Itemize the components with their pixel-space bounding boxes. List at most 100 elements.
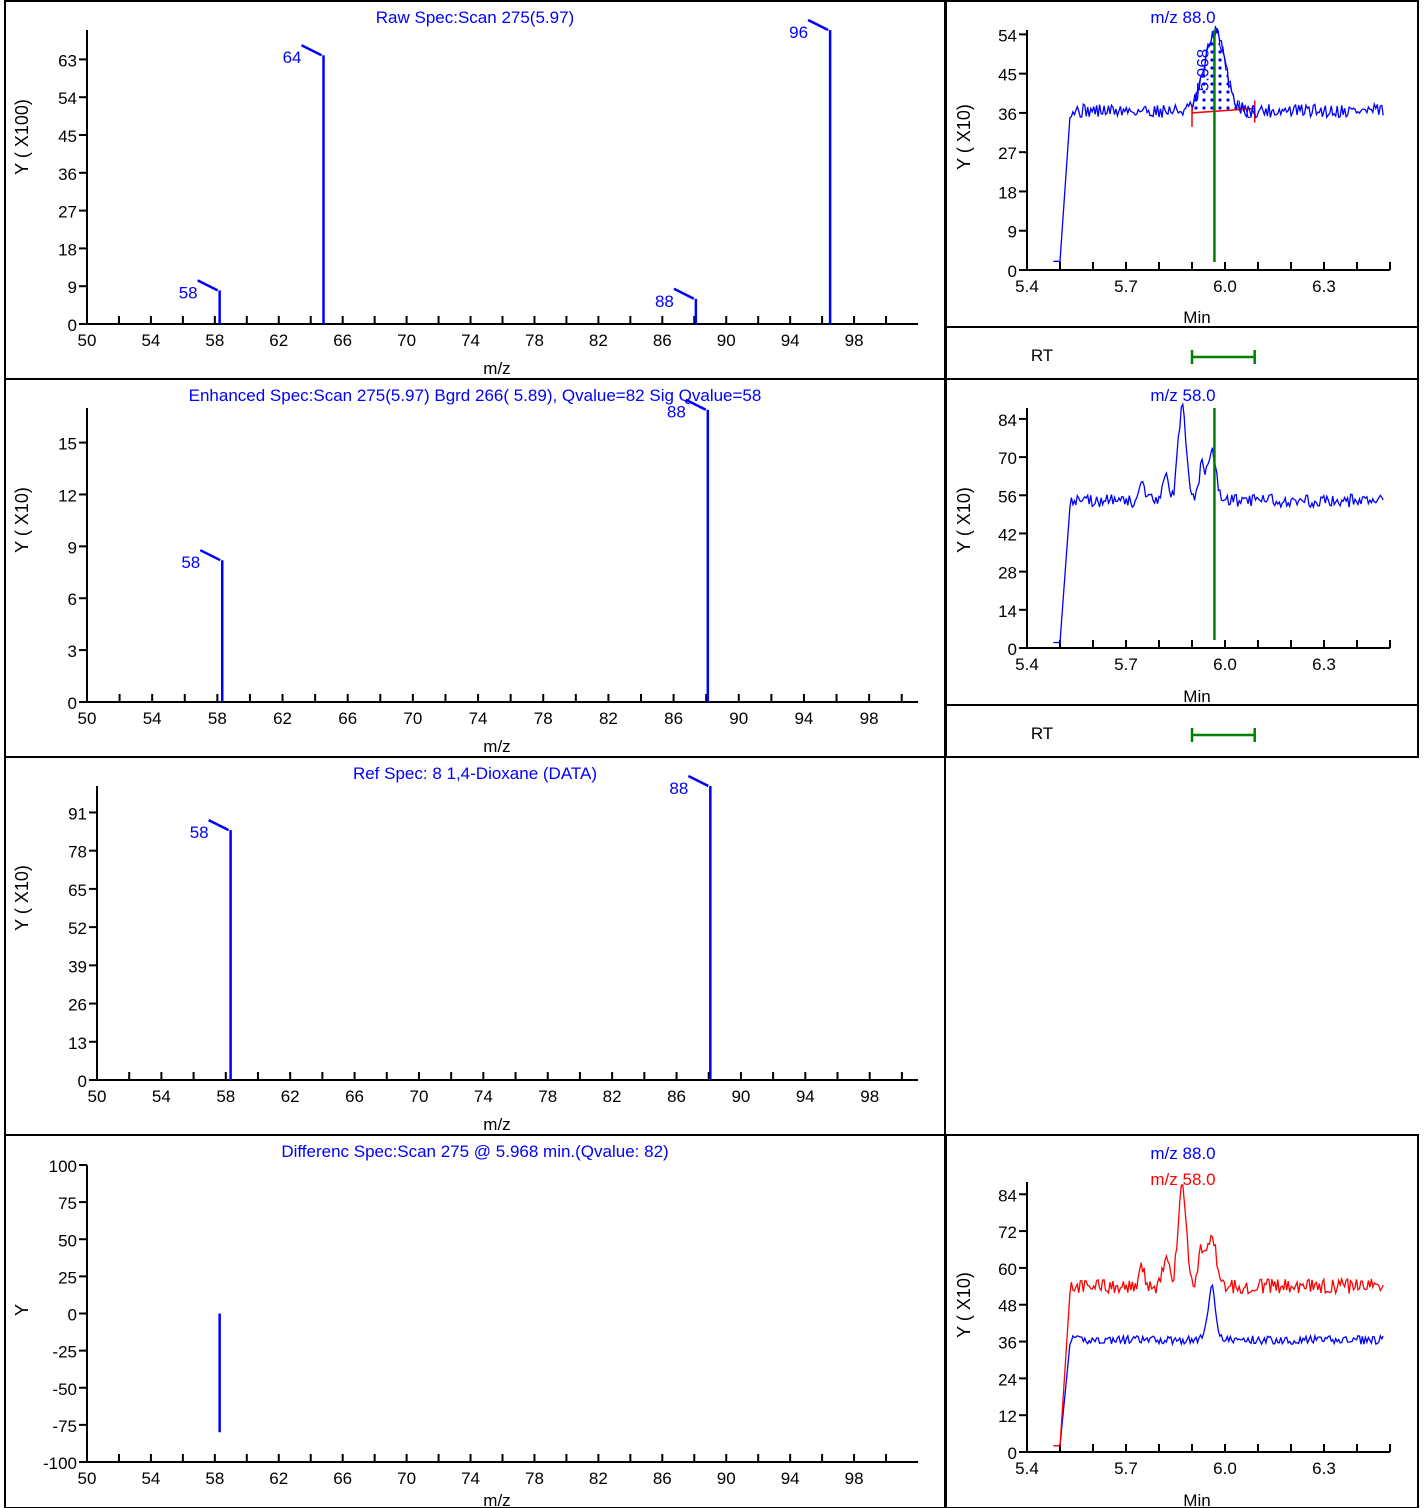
x-tick-label: 58	[205, 331, 224, 350]
rt-window: RT	[1031, 346, 1256, 365]
y-tick-label: 39	[68, 957, 87, 976]
x-tick-label: 90	[717, 1469, 736, 1488]
y-axis-label: Y ( X10)	[12, 865, 32, 931]
x-tick-label: 98	[845, 331, 864, 350]
y-tick-label: 91	[68, 804, 87, 823]
peak-leader	[199, 549, 221, 562]
y-tick-label: 72	[998, 1223, 1017, 1242]
x-tick-label: 90	[729, 709, 748, 728]
x-tick-label: 74	[461, 331, 480, 350]
y-tick-label: 3	[68, 642, 77, 661]
legend-entry: m/z 58.0	[1150, 386, 1215, 405]
panel-frames	[4, 0, 1419, 1508]
x-tick-label: 78	[525, 331, 544, 350]
y-axis-label: Y ( X100)	[12, 99, 32, 175]
series-line	[1053, 28, 1384, 262]
x-tick-label: 66	[333, 331, 352, 350]
x-tick-label: 6.3	[1312, 277, 1336, 296]
y-tick-label: 0	[1008, 262, 1017, 281]
x-axis-label: m/z	[483, 1115, 510, 1134]
x-tick-label: 5.7	[1114, 1459, 1138, 1478]
peak-leader	[685, 398, 707, 411]
x-tick-label: 82	[589, 331, 608, 350]
chromatogram-overlay: m/z 88.0 m/z 58.0 5.4 5.7 6.0 6.3 0 12 24 36 48 60 7…	[954, 1144, 1391, 1508]
x-tick-label: 6.3	[1312, 1459, 1336, 1478]
y-tick-label: 65	[68, 881, 87, 900]
x-tick-label: 5.4	[1015, 277, 1039, 296]
x-tick-label: 54	[141, 331, 160, 350]
x-tick-label: 70	[409, 1087, 428, 1106]
y-tick-label: 56	[998, 487, 1017, 506]
y-tick-label: 27	[58, 203, 77, 222]
x-tick-label: 70	[397, 331, 416, 350]
y-tick-label: 70	[998, 449, 1017, 468]
x-tick-label: 86	[667, 1087, 686, 1106]
y-tick-label: 78	[68, 843, 87, 862]
rt-label: RT	[1031, 346, 1053, 365]
peak-leader	[673, 287, 695, 300]
chart-title: Raw Spec:Scan 275(5.97)	[376, 8, 574, 27]
x-tick-label: 54	[143, 709, 162, 728]
y-tick-label: 0	[1008, 640, 1017, 659]
x-tick-label: 78	[525, 1469, 544, 1488]
x-tick-label: 5.4	[1015, 1459, 1039, 1478]
y-tick-label: 24	[998, 1370, 1017, 1389]
x-tick-label: 50	[78, 331, 97, 350]
x-tick-label: 94	[781, 331, 800, 350]
x-tick-label: 90	[731, 1087, 750, 1106]
y-tick-label: 12	[58, 486, 77, 505]
x-tick-label: 5.7	[1114, 655, 1138, 674]
y-tick-label: 0	[68, 694, 77, 713]
x-tick-label: 82	[603, 1087, 622, 1106]
x-tick-label: 78	[538, 1087, 557, 1106]
y-tick-label: 75	[58, 1194, 77, 1213]
axes: 5.4 5.7 6.0 6.3 0 14 28 42 56 70 84 Y ( X10) Min	[954, 408, 1391, 706]
y-tick-label: 84	[998, 411, 1017, 430]
y-tick-label: 25	[58, 1268, 77, 1287]
x-tick-label: 94	[781, 1469, 800, 1488]
chromatogram-eic58: m/z 58.0 5.4 5.7 6.0 6.3 0 14 28 42 56 70 84 Y ( X10…	[954, 386, 1391, 706]
chromatogram-eic88: m/z 88.0 5.4 5.7 6.0 6.3 0 9 18 27 36 45 54 Y ( X10)…	[954, 8, 1391, 327]
y-tick-label: 63	[58, 51, 77, 70]
x-tick-label: 70	[397, 1469, 416, 1488]
panel-frame	[4, 756, 946, 1136]
x-tick-label: 86	[653, 331, 672, 350]
y-tick-label: 14	[998, 602, 1017, 621]
x-tick-label: 6.0	[1213, 655, 1237, 674]
x-axis-label: m/z	[483, 359, 510, 378]
series-line	[1053, 1184, 1384, 1447]
x-tick-label: 98	[845, 1469, 864, 1488]
legend-entry: m/z 88.0	[1150, 1144, 1215, 1163]
x-tick-label: 50	[78, 1469, 97, 1488]
axes: 5.4 5.7 6.0 6.3 0 9 18 27 36 45 54 Y ( X10) Min	[954, 26, 1391, 327]
x-tick-label: 50	[78, 709, 97, 728]
y-tick-label: 36	[998, 105, 1017, 124]
y-tick-label: 9	[68, 538, 77, 557]
peak-label: 88	[655, 292, 674, 311]
peak-label: 88	[669, 779, 688, 798]
x-tick-label: 82	[599, 709, 618, 728]
x-tick-label: 78	[534, 709, 553, 728]
rt-label: RT	[1031, 724, 1053, 743]
x-tick-label: 74	[461, 1469, 480, 1488]
y-tick-label: 9	[68, 278, 77, 297]
rt-window: RT	[1031, 724, 1256, 743]
panel-frame	[945, 704, 1419, 758]
x-tick-label: 62	[273, 709, 292, 728]
spectrum-enhanced: Enhanced Spec:Scan 275(5.97) Bgrd 266( 5…	[12, 386, 918, 756]
y-tick-label: -50	[52, 1380, 77, 1399]
y-axis-label: Y ( X10)	[12, 487, 32, 553]
y-tick-label: 54	[58, 89, 77, 108]
y-tick-label: 0	[1008, 1444, 1017, 1463]
x-tick-label: 6.3	[1312, 655, 1336, 674]
y-tick-label: 45	[998, 66, 1017, 85]
x-tick-label: 74	[474, 1087, 493, 1106]
peak-label: 58	[181, 553, 200, 572]
y-tick-label: 0	[78, 1072, 87, 1091]
x-tick-label: 54	[141, 1469, 160, 1488]
x-tick-label: 58	[216, 1087, 235, 1106]
panel-frame	[4, 1134, 946, 1508]
spectrum-raw: Raw Spec:Scan 275(5.97) 50 54 58 62 66 70 74 78 8…	[12, 8, 918, 378]
chart-title: Differenc Spec:Scan 275 @ 5.968 min.(Qva…	[281, 1142, 668, 1161]
